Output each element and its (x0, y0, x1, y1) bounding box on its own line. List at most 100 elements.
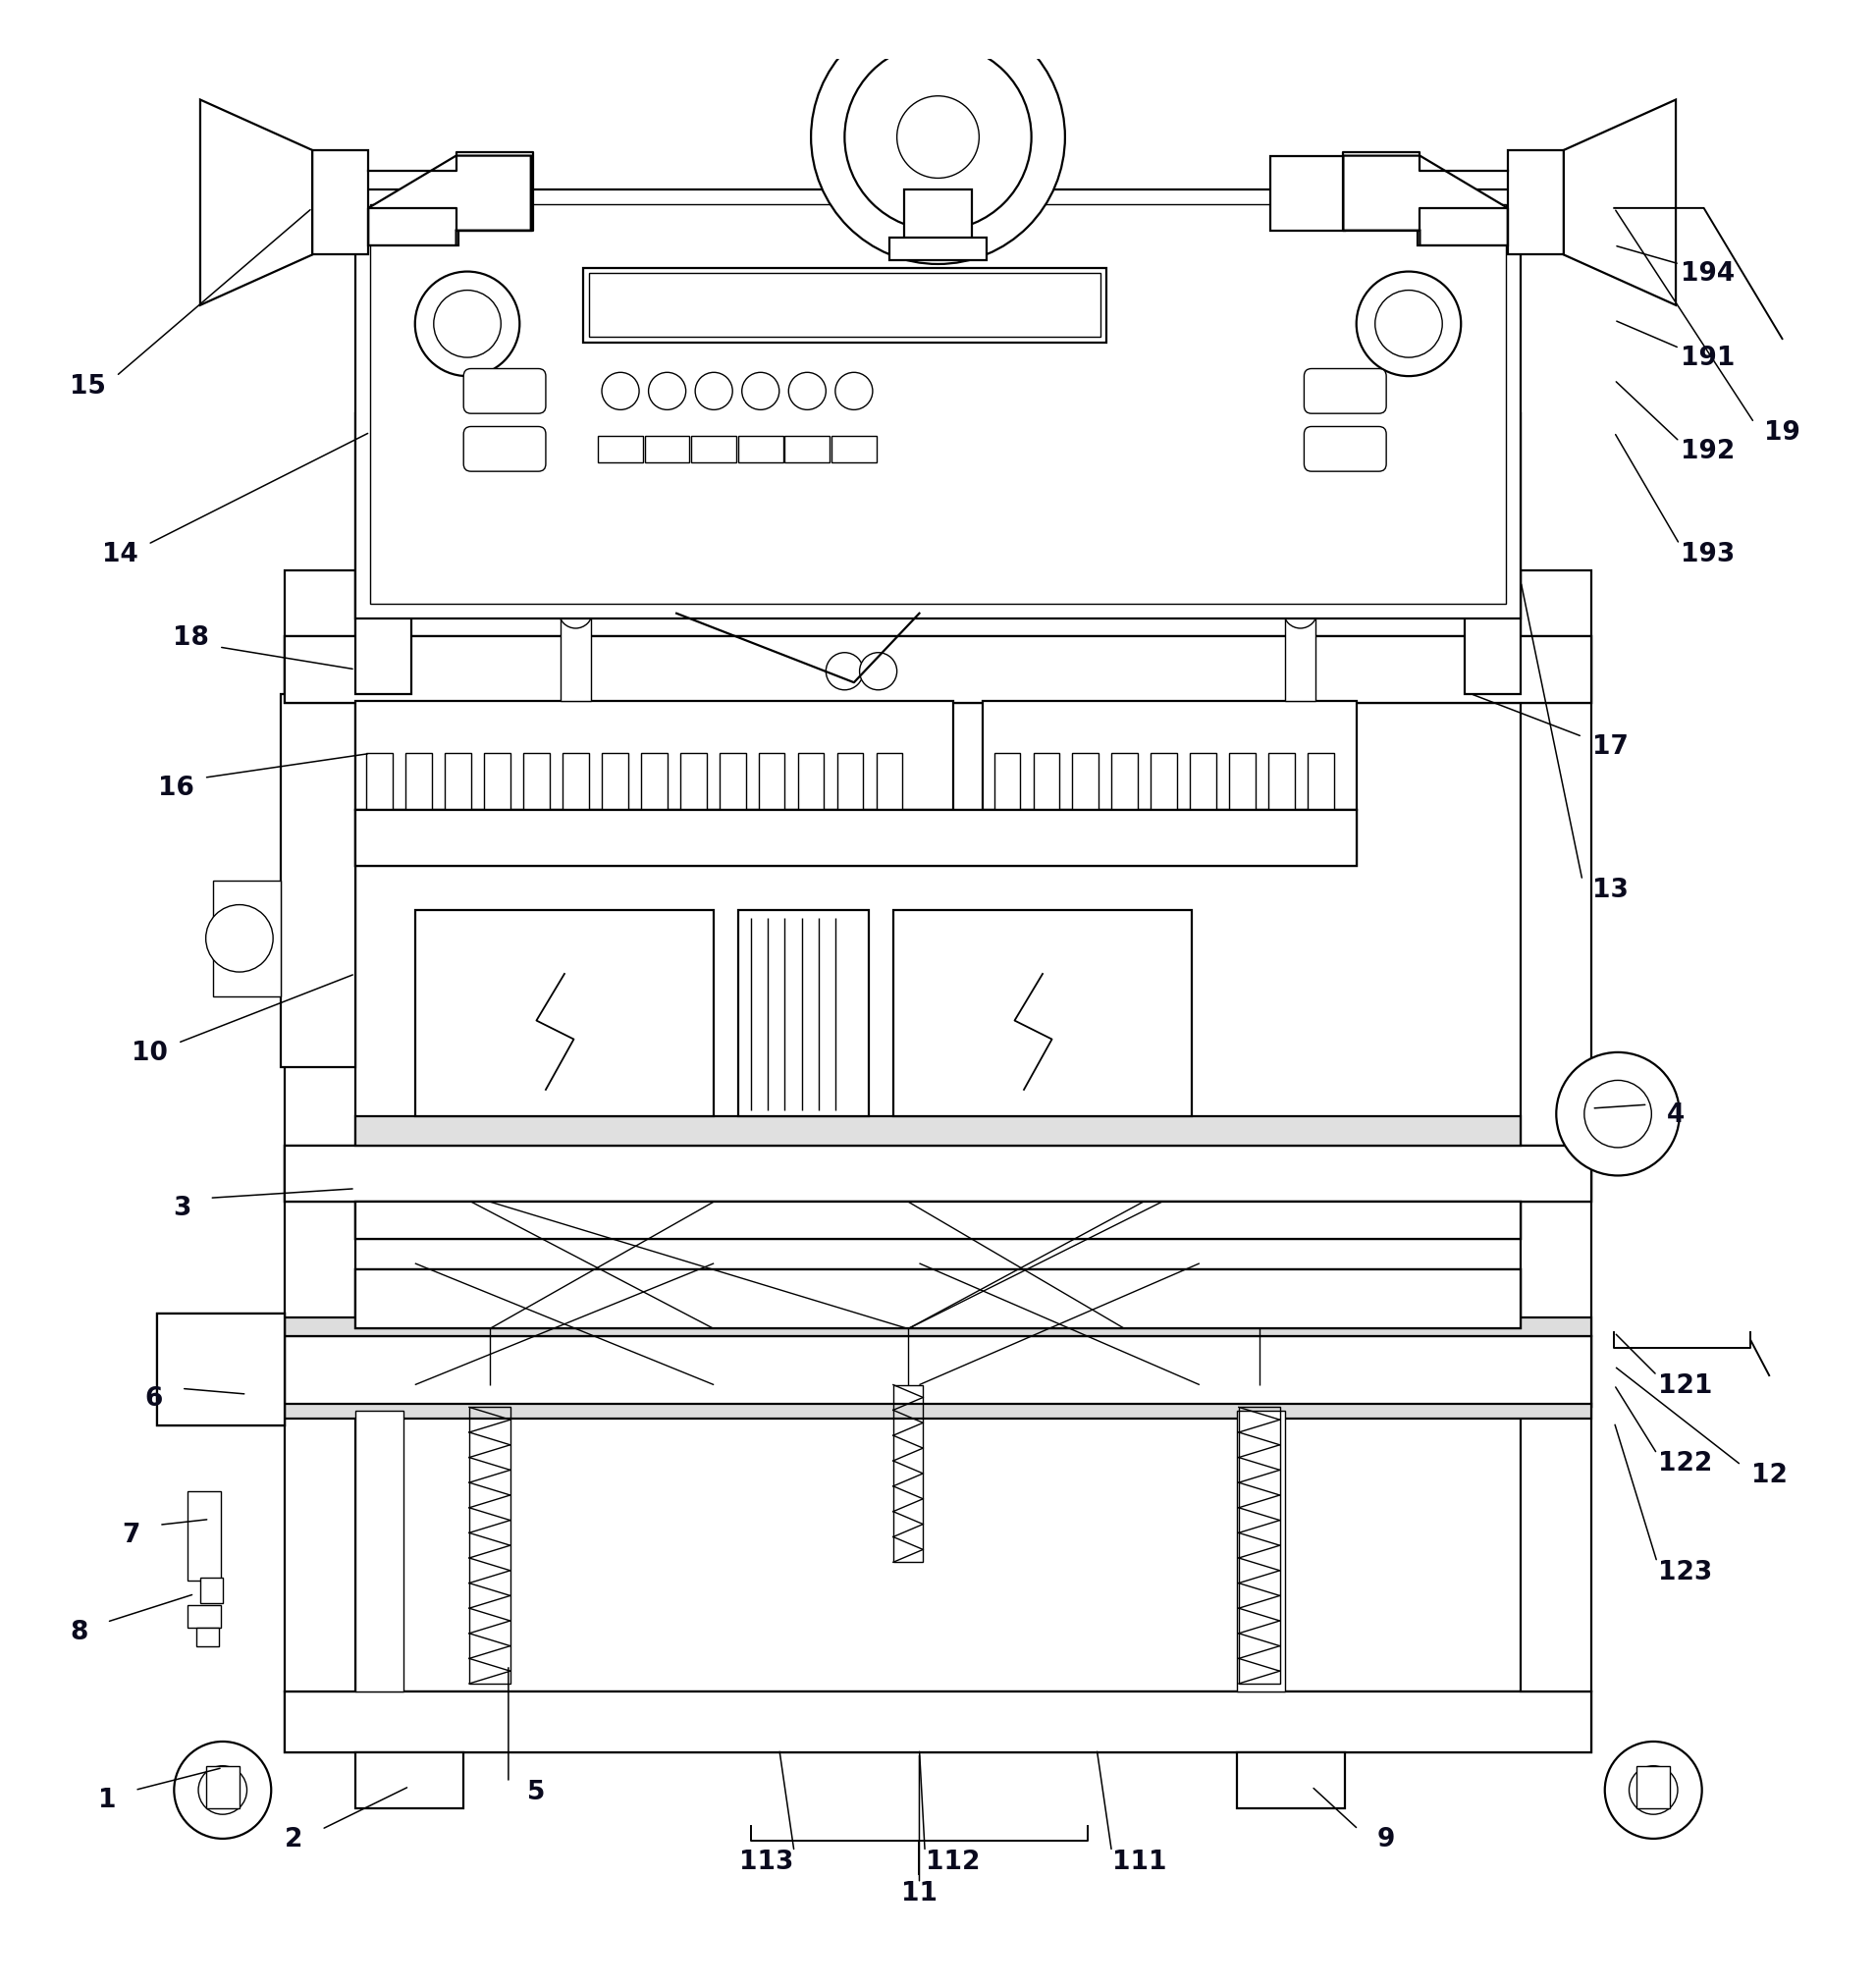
Text: 6: 6 (144, 1386, 163, 1410)
Circle shape (433, 292, 501, 357)
Bar (285, 1692, 1591, 1754)
Bar (598, 437, 643, 463)
Circle shape (649, 373, 687, 411)
Bar (415, 912, 715, 1116)
Bar (368, 209, 458, 246)
Circle shape (174, 1742, 272, 1839)
Bar (784, 437, 829, 463)
Bar (285, 1146, 1591, 1202)
Text: 193: 193 (1681, 542, 1735, 568)
Bar (983, 701, 1356, 810)
Bar (158, 1315, 285, 1426)
Bar (285, 1146, 1591, 1202)
Circle shape (825, 653, 863, 691)
FancyBboxPatch shape (463, 427, 546, 473)
Bar (285, 1337, 1591, 1408)
Text: 191: 191 (1681, 346, 1735, 371)
Bar (355, 415, 411, 695)
Bar (602, 755, 628, 810)
Bar (642, 755, 668, 810)
Bar (285, 1692, 1591, 1754)
Bar (469, 1408, 510, 1684)
Text: 1: 1 (98, 1787, 116, 1813)
Bar (1189, 755, 1216, 810)
Text: 192: 192 (1681, 439, 1735, 465)
Bar (1238, 1408, 1279, 1684)
Bar (831, 437, 876, 463)
Bar (188, 1605, 221, 1629)
Circle shape (199, 1766, 248, 1815)
Circle shape (559, 596, 593, 630)
Circle shape (602, 373, 640, 411)
Text: 17: 17 (1593, 733, 1628, 759)
Bar (285, 572, 355, 1692)
Circle shape (1604, 1742, 1702, 1839)
Bar (1308, 755, 1334, 810)
Bar (1236, 1754, 1345, 1809)
Bar (206, 1766, 240, 1809)
Polygon shape (1565, 101, 1675, 306)
Polygon shape (201, 101, 311, 306)
Polygon shape (1343, 157, 1508, 246)
Circle shape (859, 653, 897, 691)
Bar (1521, 572, 1591, 1692)
Bar (285, 636, 1591, 703)
Bar (355, 1202, 1521, 1239)
Bar (201, 1577, 223, 1603)
Bar (197, 1629, 219, 1646)
Bar (720, 755, 745, 810)
Bar (1465, 415, 1521, 695)
Bar (285, 1319, 1591, 1337)
Circle shape (1283, 596, 1317, 630)
Bar (158, 1315, 285, 1426)
Bar (889, 238, 987, 260)
Bar (737, 437, 782, 463)
Bar (355, 810, 1356, 866)
Circle shape (788, 373, 825, 411)
Bar (355, 1269, 1521, 1329)
Bar (214, 882, 281, 997)
Bar (355, 1412, 403, 1692)
Text: 10: 10 (131, 1041, 167, 1066)
Bar (1636, 1766, 1670, 1809)
Bar (355, 1116, 1521, 1146)
Bar (355, 701, 953, 810)
Bar (523, 755, 550, 810)
Bar (484, 755, 510, 810)
Circle shape (1557, 1053, 1679, 1176)
Bar (1073, 755, 1099, 810)
Bar (355, 1269, 1521, 1329)
Text: 8: 8 (69, 1619, 88, 1644)
Bar (737, 912, 869, 1116)
Text: 19: 19 (1763, 421, 1801, 445)
Bar (1034, 755, 1060, 810)
Bar (563, 755, 589, 810)
Bar (311, 151, 368, 256)
Bar (1285, 612, 1315, 701)
Text: 112: 112 (925, 1849, 979, 1875)
Text: 11: 11 (900, 1881, 938, 1907)
Bar (1152, 755, 1176, 810)
Bar (837, 755, 863, 810)
Circle shape (206, 906, 274, 973)
Bar (285, 1337, 1591, 1408)
Circle shape (1375, 292, 1443, 357)
Bar (797, 755, 824, 810)
Text: 7: 7 (122, 1521, 141, 1547)
Bar (561, 612, 591, 701)
Circle shape (1356, 272, 1461, 377)
Bar (589, 274, 1101, 338)
Bar (456, 157, 531, 230)
Bar (758, 755, 784, 810)
Text: 12: 12 (1750, 1462, 1788, 1488)
Text: 194: 194 (1681, 262, 1735, 288)
Circle shape (696, 373, 732, 411)
FancyBboxPatch shape (1304, 427, 1386, 473)
Bar (1508, 151, 1565, 256)
Text: 15: 15 (69, 373, 107, 399)
Bar (366, 755, 392, 810)
Bar (681, 755, 707, 810)
Bar (1236, 1412, 1285, 1692)
Circle shape (1628, 1766, 1677, 1815)
Text: 13: 13 (1593, 878, 1628, 904)
